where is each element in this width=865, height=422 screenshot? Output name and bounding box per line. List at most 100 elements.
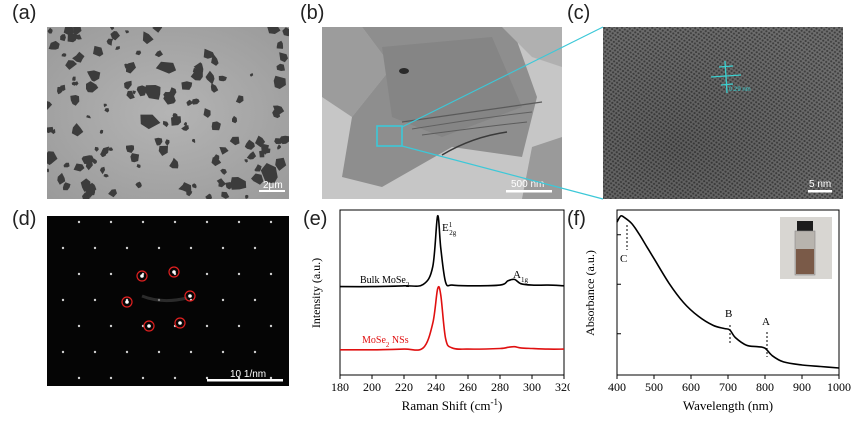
flake (221, 191, 230, 199)
flake (47, 160, 53, 165)
sem-image: 2μm (47, 27, 289, 199)
x-tick-label: 900 (793, 380, 811, 394)
flake (103, 103, 108, 108)
diffraction-spot (61, 350, 65, 354)
flake (103, 173, 109, 178)
flake (108, 147, 114, 151)
scale-bar-label: 10 1/nm (230, 369, 266, 380)
flake (61, 53, 67, 57)
flake (142, 31, 154, 45)
diffraction-spot (221, 298, 225, 302)
diffraction-spot (253, 350, 257, 354)
diffraction-spot (237, 272, 241, 276)
diffraction-spot (269, 272, 273, 276)
diffraction-spot (93, 298, 97, 302)
flake (67, 33, 77, 43)
flake (141, 116, 147, 122)
flake (63, 27, 74, 35)
flake (135, 50, 142, 56)
flake (72, 76, 76, 81)
diffraction-rings (121, 266, 196, 332)
flake (259, 150, 265, 158)
flake (205, 70, 215, 85)
scale-bar (259, 190, 285, 192)
flake (190, 69, 203, 81)
flake (65, 60, 77, 70)
flake (136, 85, 148, 97)
flake (57, 86, 63, 95)
flake (126, 90, 135, 100)
flake (203, 48, 215, 59)
flake (158, 145, 168, 156)
flake (124, 30, 130, 34)
diffraction-spot (237, 376, 241, 380)
flake (162, 120, 169, 128)
x-tick-label: 220 (395, 380, 413, 394)
flake (93, 45, 104, 57)
flake (152, 27, 163, 33)
x-tick-label: 1000 (827, 380, 851, 394)
flake (273, 75, 286, 89)
flake (178, 182, 192, 193)
flake (191, 98, 200, 105)
flake (126, 62, 136, 74)
peak-label-a1g: A1g (513, 269, 528, 284)
diffraction-spot (141, 220, 145, 224)
zoom-box (376, 125, 403, 147)
x-tick-label: 240 (427, 380, 445, 394)
hrtem-image: 0.29 nm 5 nm (603, 27, 843, 199)
flake (124, 80, 132, 90)
flake (86, 115, 91, 119)
diffraction-spot (77, 376, 81, 380)
saed-pattern: 10 1/nm (47, 216, 289, 386)
diffraction-spot (205, 220, 209, 224)
diffraction-spot (141, 376, 145, 380)
scale-bar (808, 190, 832, 193)
flake (244, 139, 255, 150)
flake (230, 177, 247, 190)
flake (211, 55, 219, 66)
diffraction-spot (205, 376, 209, 380)
x-tick-label: 320 (555, 380, 570, 394)
flake (163, 91, 173, 100)
x-tick-label: 600 (682, 380, 700, 394)
flake (132, 90, 136, 95)
flake (47, 101, 53, 110)
x-axis-label: Raman Shift (cm-1) (402, 397, 503, 413)
diffraction-spot (109, 324, 113, 328)
flake (186, 99, 193, 106)
diffraction-spot (93, 246, 97, 250)
flake (254, 164, 262, 172)
flake (74, 34, 82, 40)
lattice-spacing-marker (710, 60, 742, 94)
flake (232, 115, 238, 124)
flake (47, 27, 53, 34)
diffraction-spot (157, 350, 161, 354)
peak-label-a: A (762, 316, 770, 328)
diffraction-spot (253, 298, 257, 302)
series-line-bulk (339, 215, 565, 288)
y-axis-label: Absorbance (a.u.) (583, 250, 597, 336)
series-line-ns (339, 285, 565, 351)
flake (155, 61, 177, 74)
diffraction-spot (189, 246, 193, 250)
diffraction-spot (173, 220, 177, 224)
flake (169, 157, 179, 169)
flake (91, 158, 97, 164)
diffraction-spot (109, 376, 113, 380)
flake (144, 85, 161, 100)
diffraction-spot (269, 220, 273, 224)
diffraction-spot (237, 220, 241, 224)
diffraction-spot (253, 246, 257, 250)
diffraction-spot (77, 220, 81, 224)
flake (110, 27, 115, 31)
flake (229, 136, 240, 146)
panel-label-f: (f) (567, 208, 586, 230)
x-tick-label: 200 (363, 380, 381, 394)
flake (192, 138, 196, 144)
diffraction-spot (237, 324, 241, 328)
flake (62, 182, 71, 191)
flake (115, 46, 120, 50)
series-label-bulk: Bulk MoSe2 (360, 275, 410, 289)
flake (246, 151, 257, 160)
